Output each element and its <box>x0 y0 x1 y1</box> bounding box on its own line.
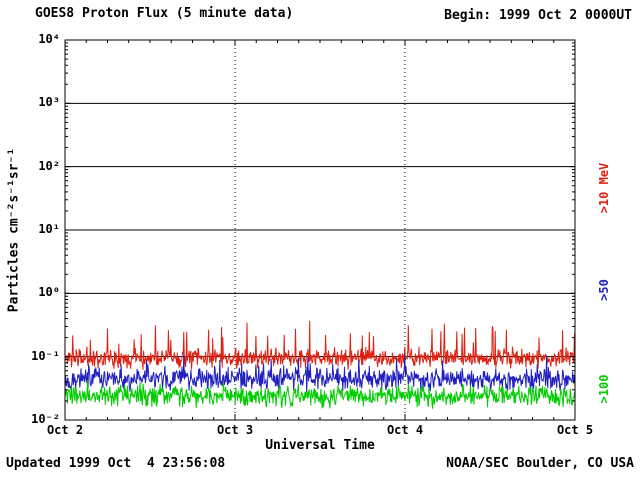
y-tick-label: 10⁻² <box>31 412 60 426</box>
x-tick-label: Oct 5 <box>556 423 594 437</box>
y-tick-label: 10⁴ <box>38 32 60 46</box>
series-label-gt100mev: >100 <box>597 374 611 404</box>
y-tick-label: 10⁰ <box>38 285 60 300</box>
x-tick-label: Oct 3 <box>216 423 254 437</box>
y-tick-label: 10⁻¹ <box>31 348 60 363</box>
x-tick-label: Oct 2 <box>46 423 84 437</box>
x-tick-label: Oct 4 <box>386 423 424 437</box>
credit-label: NOAA/SEC Boulder, CO USA <box>446 456 634 471</box>
y-tick-label: 10¹ <box>38 222 60 236</box>
series-line-1 <box>64 353 576 393</box>
series-label-gt50mev: >50 <box>597 279 611 301</box>
chart-title: GOES8 Proton Flux (5 minute data) <box>35 6 294 21</box>
x-axis-label: Universal Time <box>265 438 375 453</box>
series-line-0 <box>64 320 576 371</box>
begin-timestamp-label: Begin: 1999 Oct 2 0000UT <box>444 8 632 23</box>
series-label-gt10mev: >10 MeV <box>597 162 611 214</box>
gridlines <box>65 40 575 420</box>
y-tick-label: 10² <box>38 158 60 173</box>
updated-timestamp: Updated 1999 Oct 4 23:56:08 <box>6 456 226 471</box>
series-line-2 <box>64 380 576 409</box>
y-tick-label: 10³ <box>38 95 60 110</box>
series-lines <box>64 320 576 409</box>
axes-frame <box>64 39 576 421</box>
